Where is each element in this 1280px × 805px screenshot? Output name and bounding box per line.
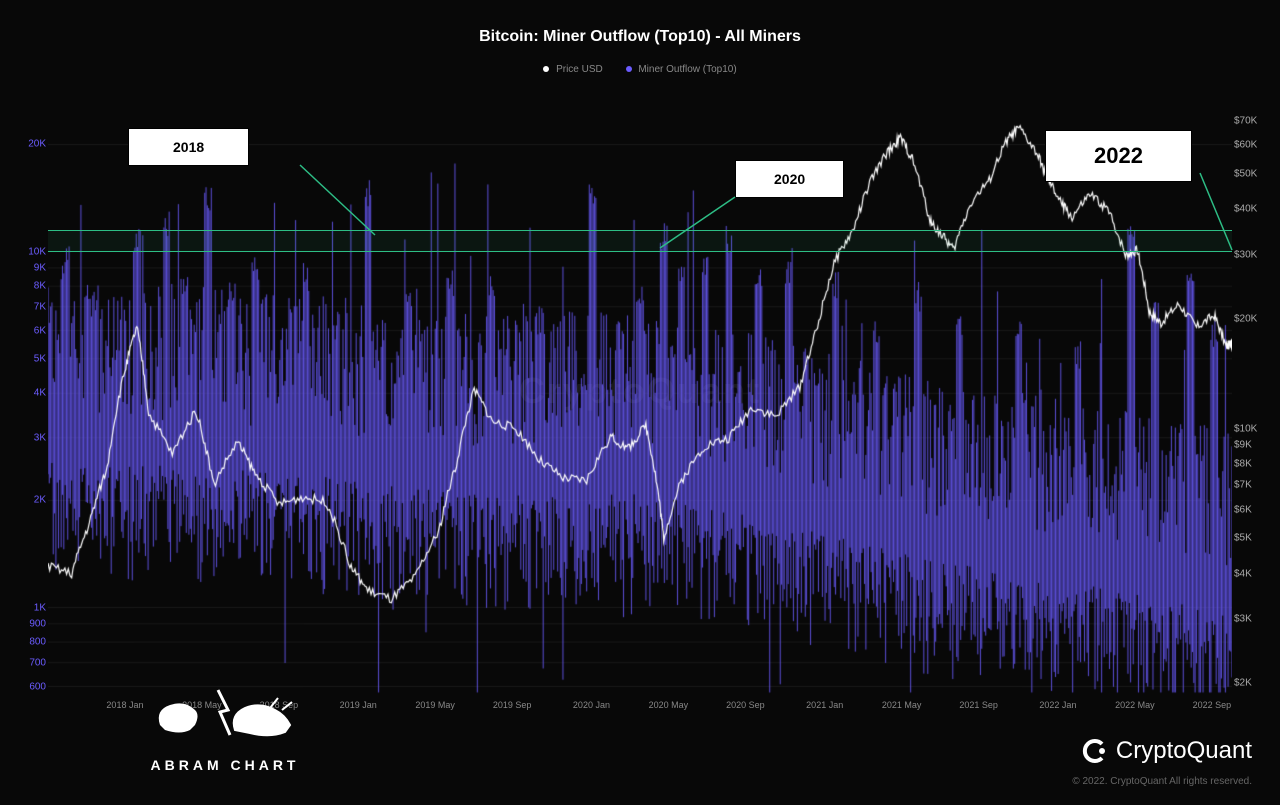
ytick-right: $70K [1234,115,1257,126]
ytick-left: 3K [12,432,46,443]
ytick-right: $7K [1234,480,1252,491]
xtick: 2022 May [1115,700,1155,710]
ytick-right: $3K [1234,614,1252,625]
ytick-right: $60K [1234,140,1257,151]
legend-price-label: Price USD [556,64,603,75]
cryptoquant-icon [1082,738,1108,764]
ytick-right: $5K [1234,533,1252,544]
cryptoquant-logo: CryptoQuant [1082,737,1252,765]
ytick-right: $2K [1234,678,1252,689]
ytick-right: $20K [1234,314,1257,325]
chart-legend: Price USD Miner Outflow (Top10) [0,64,1280,75]
xtick: 2019 May [415,700,455,710]
chart-title: Bitcoin: Miner Outflow (Top10) - All Min… [0,0,1280,46]
bear-bull-icon [140,680,310,750]
xtick: 2022 Jan [1039,700,1076,710]
ytick-left: 600 [12,681,46,692]
xtick: 2020 Jan [573,700,610,710]
ytick-left: 2K [12,495,46,506]
ytick-left: 900 [12,618,46,629]
copyright-text: © 2022. CryptoQuant All rights reserved. [1072,776,1252,787]
ytick-left: 5K [12,353,46,364]
abram-label: ABRAM CHART [140,757,310,773]
ytick-left: 4K [12,388,46,399]
y-axis-right: $2K $3K $4K $5K $6K $7K $8K $9K $10K $20K $30K $40K… [1232,110,1270,700]
legend-dot-price [543,66,549,72]
xtick: 2019 Jan [340,700,377,710]
legend-outflow-label: Miner Outflow (Top10) [638,64,736,75]
annotation-box-2018: 2018 [128,128,249,166]
ytick-left: 6K [12,325,46,336]
ytick-left: 7K [12,301,46,312]
legend-price: Price USD [543,64,602,75]
xtick: 2021 May [882,700,922,710]
ytick-right: $50K [1234,169,1257,180]
ytick-left: 10K [12,246,46,257]
legend-dot-outflow [626,66,632,72]
xtick: 2018 Jan [106,700,143,710]
ytick-right: $9K [1234,440,1252,451]
annotation-box-2020: 2020 [735,160,844,198]
ytick-left: 1K [12,602,46,613]
cryptoquant-label: CryptoQuant [1116,737,1252,765]
ytick-left: 700 [12,657,46,668]
ytick-left: 800 [12,637,46,648]
ytick-left: 20K [12,139,46,150]
legend-outflow: Miner Outflow (Top10) [626,64,737,75]
ytick-right: $40K [1234,204,1257,215]
xtick: 2020 May [649,700,689,710]
chart-canvas [48,110,1232,700]
ytick-left: 9K [12,262,46,273]
abram-chart-logo: ABRAM CHART [140,680,310,773]
y-axis-left: 600 700 800 900 1K 2K 3K 4K 5K 6K 7K 8K 9K 10K 20K [10,110,48,700]
ytick-right: $8K [1234,459,1252,470]
xtick: 2021 Sep [959,700,998,710]
xtick: 2020 Sep [726,700,765,710]
xtick: 2021 Jan [806,700,843,710]
xtick: 2019 Sep [493,700,532,710]
ytick-right: $10K [1234,423,1257,434]
ytick-right: $6K [1234,504,1252,515]
ytick-right: $4K [1234,568,1252,579]
annotation-box-2022: 2022 [1045,130,1192,182]
xtick: 2022 Sep [1193,700,1232,710]
chart-plot-area [48,110,1232,700]
ytick-left: 8K [12,281,46,292]
ytick-right: $30K [1234,249,1257,260]
